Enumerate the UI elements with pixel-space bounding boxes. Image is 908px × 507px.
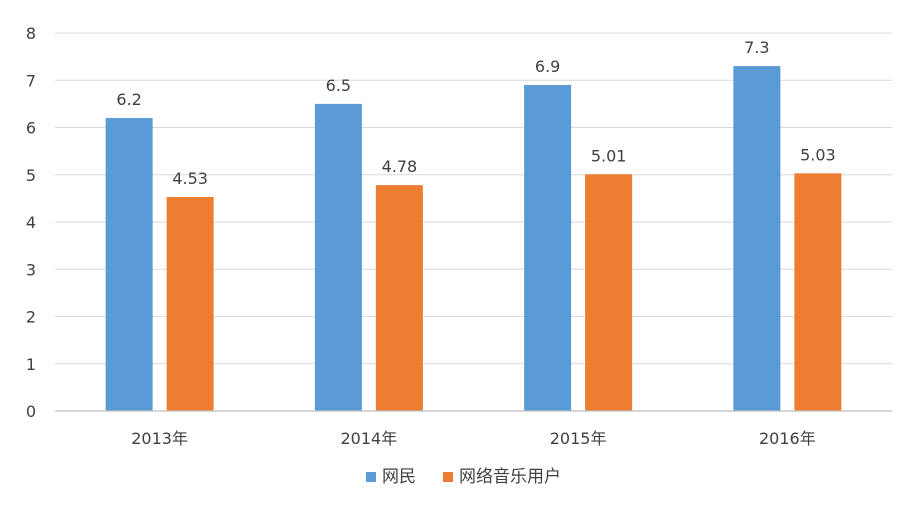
y-tick-label: 2 [26,308,36,327]
data-label: 6.9 [535,57,560,76]
bar-music-users-0 [166,196,214,411]
y-axis-ticks: 0 1 2 3 4 5 6 7 8 [26,24,36,421]
data-label: 4.53 [172,169,208,188]
y-tick-label: 3 [26,260,36,279]
data-labels: 6.2 4.53 6.5 4.78 6.9 5.01 7.3 5.03 [116,38,835,188]
data-label: 5.01 [591,146,627,165]
y-tick-label: 0 [26,402,36,421]
x-category-label: 2014年 [341,429,398,448]
legend-label-music-users: 网络音乐用户 [459,467,561,487]
bar-music-users-1 [375,185,423,411]
legend-swatch-music-users [443,472,453,482]
legend: 网民 网络音乐用户 [366,467,561,487]
y-tick-label: 5 [26,166,36,185]
data-label: 7.3 [744,38,769,57]
y-tick-label: 6 [26,119,36,138]
y-tick-label: 1 [26,355,36,374]
y-tick-label: 4 [26,213,36,232]
legend-swatch-netizens [366,472,376,482]
data-label: 6.5 [326,76,351,95]
data-label: 4.78 [382,157,418,176]
bars [105,66,842,412]
bar-music-users-2 [585,174,633,411]
legend-label-netizens: 网民 [382,467,416,487]
x-axis: 2013年 2014年 2015年 2016年 [55,410,892,448]
bar-netizens-0 [105,118,153,412]
y-tick-label: 8 [26,24,36,43]
y-tick-label: 7 [26,71,36,90]
bar-music-users-3 [794,173,842,411]
bar-netizens-1 [314,103,362,411]
x-category-label: 2016年 [759,429,816,448]
data-label: 6.2 [116,90,141,109]
bar-netizens-3 [733,66,781,411]
bar-netizens-2 [524,84,572,411]
data-label: 5.03 [800,145,836,164]
x-category-label: 2013年 [131,429,188,448]
x-category-label: 2015年 [550,429,607,448]
